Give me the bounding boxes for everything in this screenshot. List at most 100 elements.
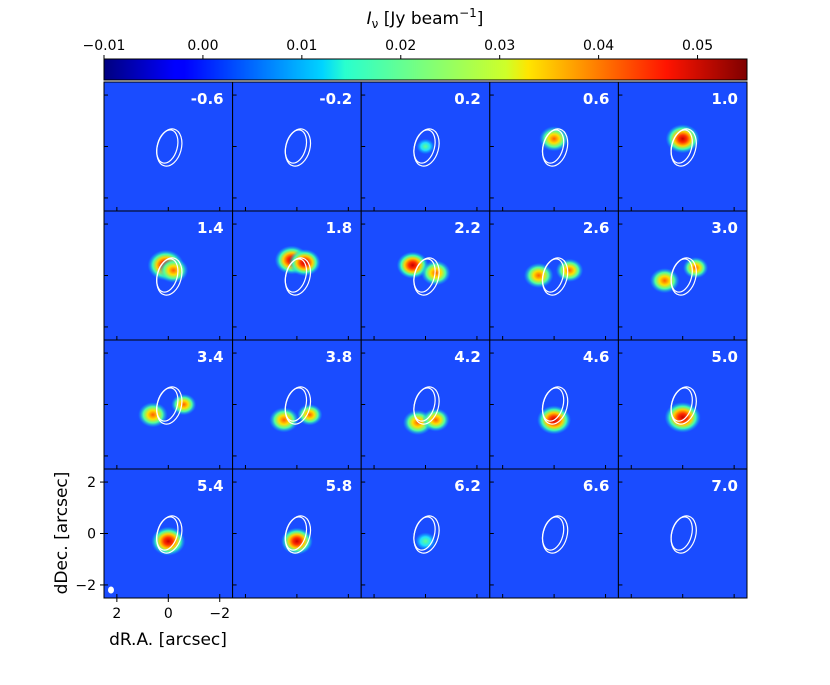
channel-panel: 1.0	[617, 81, 748, 212]
panel-velocity-label: 1.4	[197, 219, 224, 237]
emission-blob	[396, 251, 429, 279]
colorbar-tick-label: 0.04	[583, 38, 614, 54]
contour-outer	[156, 386, 183, 425]
channel-panel: 6.6	[489, 468, 619, 599]
contour-outer	[156, 257, 183, 296]
panel-noise	[104, 340, 233, 469]
panel-noise	[618, 211, 747, 340]
panel-velocity-label: 7.0	[711, 477, 738, 495]
emission-blob	[422, 408, 450, 432]
channel-panel: 5.8	[232, 468, 362, 599]
contour-outer	[284, 515, 312, 554]
channel-panel: 2.2	[360, 210, 491, 341]
panel-velocity-label: 1.8	[326, 219, 353, 237]
panel-velocity-label: 4.2	[454, 348, 481, 366]
emission-blob	[555, 258, 584, 283]
channel-panel: -0.6	[103, 81, 234, 212]
contour-outer	[541, 386, 569, 425]
channel-panel: 6.2	[360, 468, 491, 599]
contour-outer	[413, 257, 440, 296]
emission-blob	[664, 401, 701, 433]
colorbar-ticks: −0.01 0.00 0.01 0.02 0.03 0.04 0.05	[83, 38, 713, 59]
y-tick-label: 0	[87, 527, 96, 543]
panel-noise	[232, 211, 362, 340]
colorbar-label-close: ]	[477, 9, 484, 29]
x-tick-label: −2	[209, 606, 230, 622]
emission-blob	[415, 532, 436, 551]
contour-outer	[284, 386, 312, 425]
channel-panel: 0.6	[489, 81, 619, 212]
panel-velocity-label: -0.2	[319, 90, 352, 108]
channel-panel: 3.8	[232, 339, 362, 470]
emission-blob	[420, 260, 451, 286]
colorbar-label-unit: [Jy beam	[378, 9, 459, 29]
panel-velocity-label: 5.0	[711, 348, 738, 366]
x-axis-label: dR.A. [arcsec]	[109, 630, 227, 650]
channel-panel: 2.6	[489, 210, 619, 341]
panel-noise	[489, 340, 619, 469]
channel-panel: 5.4	[103, 468, 234, 599]
beam-ellipse	[108, 586, 114, 594]
colorbar-tick-label: 0.01	[286, 38, 317, 54]
panel-velocity-label: 0.6	[583, 90, 610, 108]
colorbar-tick-label: 0.05	[682, 38, 713, 54]
channel-panel: 4.6	[489, 339, 619, 470]
panel-velocity-label: 2.6	[583, 219, 610, 237]
colorbar-tick-label: 0.03	[484, 38, 515, 54]
panel-noise	[232, 340, 362, 469]
contour-outer	[541, 257, 569, 296]
panel-velocity-label: 0.2	[454, 90, 481, 108]
channel-panel: 1.4	[103, 210, 234, 341]
contour-outer	[670, 515, 697, 554]
channel-panel: 7.0	[617, 468, 748, 599]
emission-blob	[416, 138, 435, 155]
channel-panels: -0.6 -0.2 0.2 0.6 1.0 1.4 1.8 2.2 2.6 3.0 3.4 3.8 4.…	[103, 81, 748, 599]
y-tick-label: −2	[75, 578, 96, 594]
y-tick-label: 2	[87, 475, 96, 491]
panel-velocity-label: 1.0	[711, 90, 738, 108]
panel-noise	[232, 82, 362, 211]
contour-outer	[413, 386, 440, 425]
panel-noise	[361, 340, 490, 469]
panel-velocity-label: 3.4	[197, 348, 224, 366]
contour-outer	[156, 128, 183, 167]
channel-panel: -0.2	[232, 81, 362, 212]
emission-blob	[523, 262, 554, 289]
panel-velocity-label: 5.8	[326, 477, 353, 495]
panel-velocity-label: 3.0	[711, 219, 738, 237]
emission-blob	[158, 257, 189, 283]
colorbar-label-sub: ν	[372, 17, 379, 31]
panel-velocity-label: 6.6	[583, 477, 610, 495]
emission-blob	[649, 268, 680, 294]
colorbar-label-sup: −1	[459, 6, 477, 20]
channel-panel: 5.0	[617, 339, 748, 470]
colorbar-gradient	[103, 58, 748, 81]
contour-outer	[413, 515, 440, 554]
x-tick-label: 0	[164, 606, 173, 622]
contour-outer	[541, 515, 569, 554]
axes-labels: 2 2 0 0 −2 −2 dR.A. [arcsec] dDec. [arcsec]	[52, 472, 230, 650]
channel-panel: 3.4	[103, 339, 234, 470]
panel-velocity-label: -0.6	[191, 90, 224, 108]
contour-outer	[156, 515, 183, 554]
contour-outer	[541, 128, 569, 167]
channel-panel: 4.2	[360, 339, 491, 470]
panel-noise	[618, 469, 747, 598]
contour-outer	[670, 386, 697, 425]
panel-velocity-label: 3.8	[326, 348, 353, 366]
colorbar: −0.01 0.00 0.01 0.02 0.03 0.04 0.05 Iν [Jy bea…	[83, 6, 748, 81]
contour-outer	[284, 257, 312, 296]
panel-velocity-label: 2.2	[454, 219, 481, 237]
panel-velocity-label: 6.2	[454, 477, 481, 495]
channel-panel: 0.2	[360, 81, 491, 212]
colorbar-label: Iν [Jy beam−1]	[367, 6, 484, 31]
panel-noise	[489, 211, 619, 340]
panel-noise	[489, 469, 619, 598]
contour-outer	[284, 128, 312, 167]
panel-velocity-label: 5.4	[197, 477, 224, 495]
panel-velocity-label: 4.6	[583, 348, 610, 366]
emission-blob	[665, 124, 700, 154]
panel-noise	[104, 82, 233, 211]
contour-outer	[413, 128, 440, 167]
